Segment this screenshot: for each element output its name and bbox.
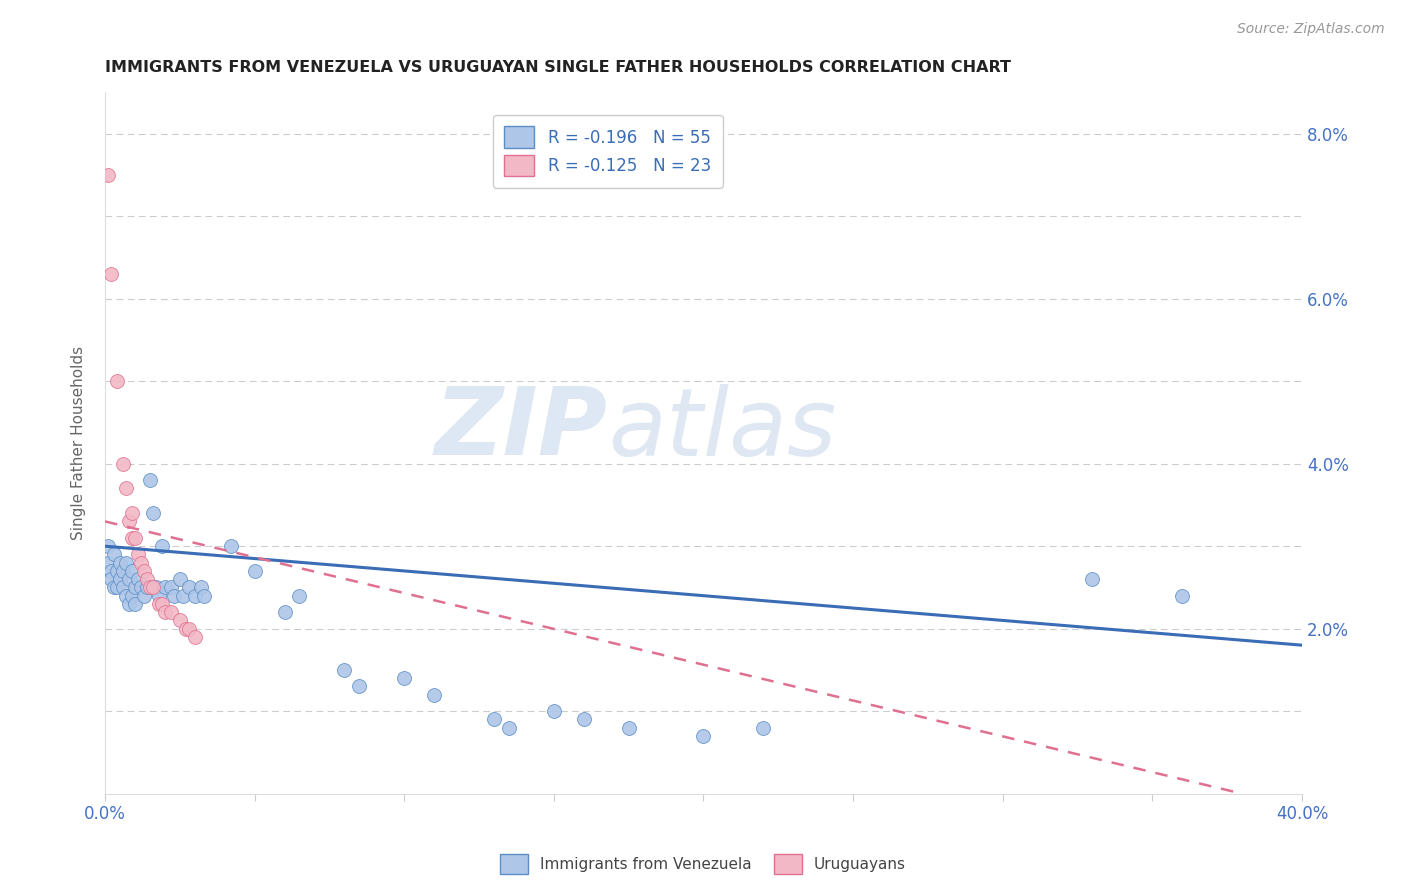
Point (127, 572, 149, 586)
Point (349, 680, 371, 694)
Point (394, 671, 416, 685)
Point (124, 597, 146, 611)
Point (572, 713, 595, 727)
Point (105, 374, 128, 388)
Point (150, 539, 173, 553)
Text: Source: ZipAtlas.com: Source: ZipAtlas.com (1237, 22, 1385, 37)
Text: atlas: atlas (607, 384, 837, 475)
Point (177, 581, 200, 595)
Point (111, 457, 134, 471)
Point (129, 581, 152, 595)
Point (121, 564, 143, 578)
Point (184, 630, 207, 644)
Point (97, 168, 120, 182)
Point (190, 581, 212, 595)
Point (145, 581, 167, 595)
Point (543, 704, 565, 718)
Legend: R = -0.196   N = 55, R = -0.125   N = 23: R = -0.196 N = 55, R = -0.125 N = 23 (492, 115, 723, 187)
Point (118, 572, 141, 586)
Point (219, 539, 242, 553)
Point (752, 721, 775, 735)
Point (132, 564, 155, 578)
Point (172, 589, 194, 603)
Point (105, 564, 128, 578)
Point (103, 581, 125, 595)
Point (118, 515, 141, 529)
Point (174, 622, 197, 636)
Point (111, 581, 134, 595)
Point (159, 581, 181, 595)
Point (153, 581, 176, 595)
Point (139, 581, 162, 595)
Point (692, 729, 714, 743)
Point (121, 589, 143, 603)
Point (1171, 589, 1194, 603)
Point (163, 589, 186, 603)
Point (108, 556, 131, 570)
Point (115, 589, 138, 603)
Point (423, 688, 446, 702)
Point (148, 589, 170, 603)
Point (135, 572, 157, 586)
Point (121, 506, 143, 520)
Point (100, 564, 122, 578)
Point (115, 482, 138, 496)
Point (617, 721, 640, 735)
Point (121, 531, 143, 545)
Text: ZIP: ZIP (434, 383, 607, 475)
Point (333, 663, 356, 677)
Point (115, 556, 138, 570)
Point (118, 597, 141, 611)
Point (1081, 572, 1104, 586)
Point (103, 548, 125, 562)
Legend: Immigrants from Venezuela, Uruguayans: Immigrants from Venezuela, Uruguayans (494, 848, 912, 880)
Point (105, 581, 128, 595)
Point (124, 581, 146, 595)
Point (100, 267, 122, 281)
Point (159, 605, 181, 619)
Point (142, 581, 165, 595)
Point (243, 564, 266, 578)
Point (482, 713, 505, 727)
Point (184, 589, 207, 603)
Point (193, 589, 215, 603)
Point (139, 473, 162, 487)
Point (498, 721, 520, 735)
Point (97, 556, 120, 570)
Point (111, 564, 134, 578)
Point (100, 572, 122, 586)
Point (288, 589, 311, 603)
Point (177, 622, 200, 636)
Point (108, 572, 131, 586)
Text: IMMIGRANTS FROM VENEZUELA VS URUGUAYAN SINGLE FATHER HOUSEHOLDS CORRELATION CHAR: IMMIGRANTS FROM VENEZUELA VS URUGUAYAN S… (105, 60, 1011, 75)
Point (150, 597, 173, 611)
Point (132, 589, 155, 603)
Point (97, 539, 120, 553)
Point (273, 605, 295, 619)
Point (127, 548, 149, 562)
Point (169, 572, 191, 586)
Point (169, 614, 191, 628)
Point (142, 506, 165, 520)
Point (135, 581, 157, 595)
Y-axis label: Single Father Households: Single Father Households (72, 346, 86, 541)
Point (124, 531, 146, 545)
Point (129, 556, 152, 570)
Point (153, 605, 176, 619)
Point (148, 597, 170, 611)
